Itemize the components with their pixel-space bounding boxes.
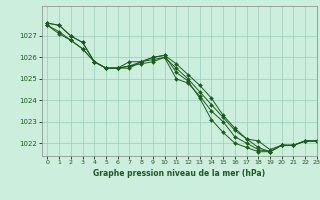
X-axis label: Graphe pression niveau de la mer (hPa): Graphe pression niveau de la mer (hPa): [93, 169, 265, 178]
